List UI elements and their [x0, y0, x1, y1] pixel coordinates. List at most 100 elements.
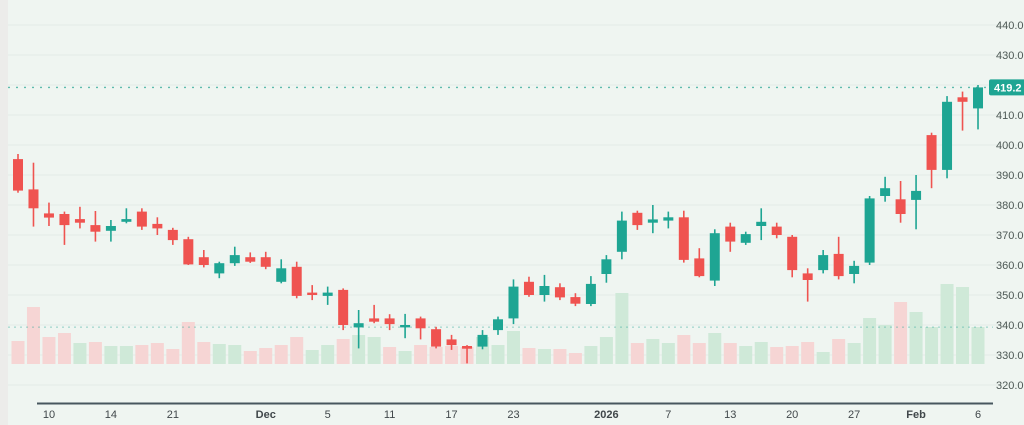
candle-body: [59, 214, 70, 226]
y-axis-label[interactable]: 390.0: [996, 170, 1024, 182]
candle-body: [28, 189, 39, 209]
left-margin-strip: [0, 0, 8, 425]
volume-bar: [522, 348, 536, 364]
volume-bar: [553, 349, 567, 364]
volume-bar: [383, 347, 397, 364]
volume-bar: [723, 343, 737, 364]
y-axis-label[interactable]: 370.0: [996, 230, 1024, 242]
candle-body: [245, 257, 256, 262]
x-axis-label[interactable]: 20: [786, 409, 798, 421]
y-axis-label[interactable]: 340.0: [996, 320, 1024, 332]
candle-body: [229, 255, 240, 264]
x-axis-label[interactable]: 11: [384, 409, 395, 421]
y-axis-label[interactable]: 410.0: [996, 110, 1024, 122]
candle-body: [709, 233, 720, 281]
x-axis-label[interactable]: 14: [105, 409, 117, 421]
candle-body: [585, 283, 596, 304]
volume-bar: [135, 345, 149, 364]
x-axis-label[interactable]: 2026: [594, 409, 618, 421]
candle-body: [787, 236, 798, 271]
volume-bar: [367, 337, 381, 364]
candle-body: [13, 159, 23, 191]
candle-body: [647, 219, 658, 223]
volume-bar: [26, 307, 40, 364]
y-axis-label[interactable]: 380.0: [996, 200, 1024, 212]
x-axis-label[interactable]: 10: [43, 409, 55, 421]
candle-body: [74, 219, 85, 223]
x-axis-label[interactable]: 13: [724, 409, 736, 421]
y-axis-label[interactable]: 360.0: [996, 260, 1024, 272]
volume-bar: [894, 302, 908, 364]
volume-bar: [537, 349, 551, 364]
volume-bar: [754, 342, 768, 364]
volume-bar: [243, 351, 257, 364]
volume-bar: [352, 335, 366, 364]
volume-bar: [956, 287, 970, 364]
candle-body: [493, 319, 504, 331]
x-axis-label[interactable]: 21: [167, 409, 179, 421]
volume-bar: [104, 346, 118, 364]
y-axis-label[interactable]: 440.0: [996, 20, 1024, 32]
volume-bar: [646, 339, 660, 364]
volume-bar: [801, 342, 815, 364]
volume-bar: [770, 347, 784, 364]
candle-body: [694, 258, 705, 277]
candle-body: [539, 286, 550, 295]
x-axis-label[interactable]: 6: [975, 409, 981, 421]
x-axis-label[interactable]: 7: [665, 409, 671, 421]
volume-bar: [119, 346, 133, 364]
candle-body: [632, 212, 643, 226]
y-axis-label[interactable]: 320.0: [996, 380, 1024, 392]
volume-bar: [228, 345, 242, 364]
volume-bar: [290, 337, 304, 364]
volume-bar: [863, 318, 877, 364]
volume-bar: [615, 293, 629, 364]
x-axis-label[interactable]: 27: [848, 409, 860, 421]
y-axis-label[interactable]: 330.0: [996, 350, 1024, 362]
candle-body: [90, 225, 101, 232]
volume-bar: [398, 351, 412, 364]
volume-bar: [321, 345, 335, 364]
candle-body: [105, 226, 116, 231]
candle-body: [167, 229, 178, 241]
volume-bar: [445, 346, 459, 364]
y-axis-label[interactable]: 430.0: [996, 50, 1024, 62]
volume-bar: [940, 284, 954, 364]
y-axis-label[interactable]: 350.0: [996, 290, 1024, 302]
x-axis-label[interactable]: Dec: [256, 409, 276, 421]
last-price-badge[interactable]: [989, 79, 1024, 96]
candle-body: [477, 334, 488, 347]
candle-body: [415, 318, 426, 329]
candle-body: [880, 188, 891, 196]
candle-body: [322, 292, 333, 296]
candle-body: [678, 217, 689, 260]
volume-bar: [414, 345, 428, 364]
candle-body: [523, 281, 534, 295]
candle-body: [121, 219, 132, 222]
candle-body: [291, 266, 302, 296]
candle-body: [462, 346, 473, 349]
volume-bar: [599, 337, 613, 364]
candle-body: [601, 259, 612, 274]
x-axis-label[interactable]: Feb: [906, 409, 926, 421]
volume-bar: [429, 347, 443, 364]
candle-body: [957, 97, 968, 102]
candle-body: [353, 323, 364, 328]
x-axis-label[interactable]: 23: [507, 409, 519, 421]
candle-body: [895, 199, 906, 214]
candle-body: [369, 318, 380, 322]
y-axis-label[interactable]: 400.0: [996, 140, 1024, 152]
x-axis-label[interactable]: 5: [325, 409, 331, 421]
candle-body: [307, 292, 318, 295]
candle-body: [183, 239, 194, 265]
volume-bar: [708, 333, 722, 364]
x-axis-label[interactable]: 17: [445, 409, 457, 421]
candle-body: [663, 217, 674, 221]
candle-body: [740, 234, 751, 243]
volume-bar: [42, 337, 56, 364]
candle-body: [400, 325, 411, 328]
volume-bar: [181, 322, 195, 364]
candle-body: [725, 226, 736, 242]
